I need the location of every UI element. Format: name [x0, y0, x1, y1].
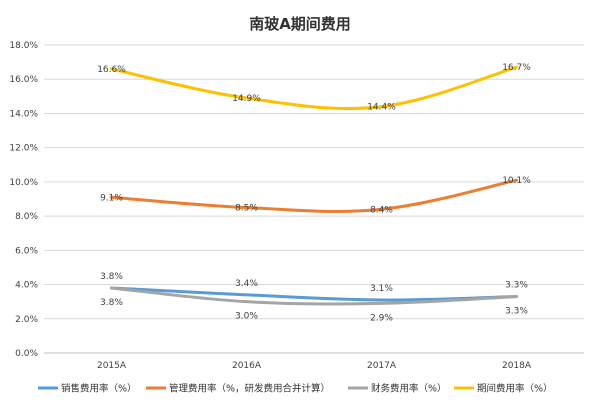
y-tick-label: 10.0%	[9, 178, 38, 188]
data-label: 3.0%	[235, 312, 258, 322]
y-tick-label: 18.0%	[9, 41, 38, 51]
legend-entry: 销售费用率（%）	[61, 383, 137, 395]
data-label: 3.3%	[505, 281, 528, 291]
y-axis: 0.0% 2.0% 4.0% 6.0% 8.0% 10.0% 12.0% 14.0% 16.0%…	[9, 41, 38, 359]
x-tick-label: 2017A	[367, 361, 397, 371]
series-line	[110, 65, 518, 111]
series-line	[110, 286, 518, 306]
data-label: 9.1%	[100, 193, 123, 203]
data-label: 8.4%	[370, 205, 393, 215]
x-tick-label: 2015A	[97, 361, 127, 371]
legend-entry: 期间费用率（%）	[477, 383, 553, 395]
data-label: 10.1%	[502, 176, 531, 186]
chart-title: 南玻A期间费用	[249, 15, 351, 33]
data-label: 3.3%	[505, 307, 528, 317]
y-tick-label: 16.0%	[9, 75, 38, 85]
data-label: 16.7%	[502, 63, 531, 73]
data-label: 8.5%	[235, 204, 258, 214]
y-tick-label: 4.0%	[15, 281, 38, 291]
y-tick-label: 14.0%	[9, 109, 38, 119]
data-labels: 3.8% 3.4% 3.1% 3.3% 9.1% 8.5% 8.4% 10.1% 3.8% 3.0…	[97, 63, 531, 323]
data-label: 3.1%	[370, 284, 393, 294]
y-tick-label: 0.0%	[15, 349, 38, 359]
y-tick-label: 8.0%	[15, 212, 38, 222]
data-label: 14.4%	[367, 103, 396, 113]
legend: 销售费用率（%） 管理费用率（%，研发费用合并计算） 财务费用率（%） 期间费用率（%…	[38, 383, 553, 395]
data-label: 3.4%	[235, 279, 258, 289]
data-label: 3.8%	[100, 298, 123, 308]
data-label: 16.6%	[97, 65, 126, 75]
x-tick-label: 2018A	[502, 361, 532, 371]
legend-entry: 财务费用率（%）	[371, 383, 447, 395]
data-label: 14.9%	[232, 94, 261, 104]
data-label: 2.9%	[370, 313, 393, 323]
legend-entry: 管理费用率（%，研发费用合并计算）	[169, 383, 330, 395]
grid	[44, 44, 584, 354]
x-axis: 2015A 2016A 2017A 2018A	[97, 361, 532, 371]
y-tick-label: 2.0%	[15, 315, 38, 325]
x-tick-label: 2016A	[232, 361, 262, 371]
series	[110, 65, 518, 306]
data-label: 3.8%	[100, 272, 123, 282]
series-line	[110, 178, 518, 213]
y-tick-label: 12.0%	[9, 144, 38, 154]
y-tick-label: 6.0%	[15, 246, 38, 256]
